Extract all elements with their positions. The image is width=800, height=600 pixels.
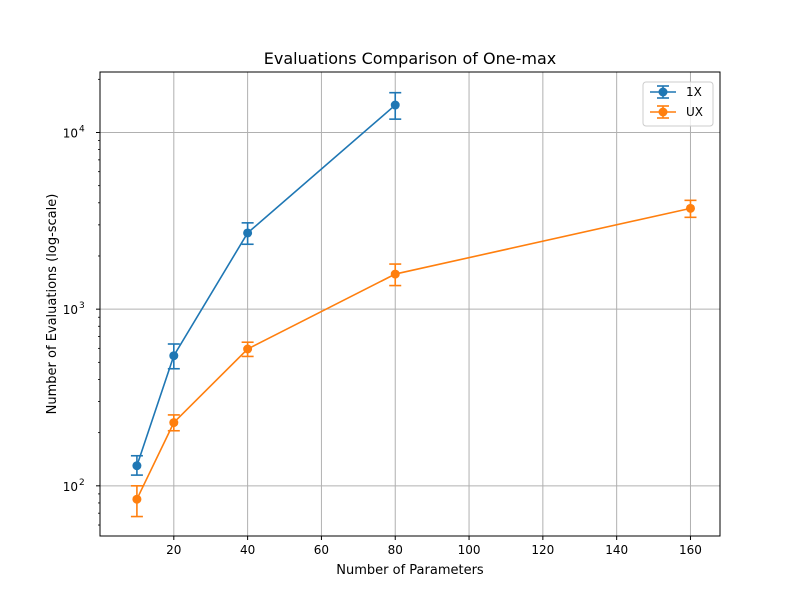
- y-tick-label-exponent: 2: [79, 478, 85, 488]
- x-tick-label: 100: [458, 543, 481, 557]
- legend-entry: UX: [650, 105, 703, 119]
- legend-label: 1X: [686, 85, 702, 99]
- series-layer: [130, 91, 697, 518]
- legend-marker: [658, 87, 668, 97]
- legend-marker: [658, 107, 668, 117]
- chart-title: Evaluations Comparison of One-max: [264, 49, 556, 68]
- x-tick-label: 40: [240, 543, 255, 557]
- series-line: [136, 104, 396, 466]
- y-tick-label-base: 10: [63, 480, 78, 494]
- data-point: [169, 418, 179, 428]
- y-tick-label: 10: [63, 480, 78, 494]
- data-point: [169, 351, 179, 361]
- series-UX: [130, 199, 697, 518]
- plot-frame: [99, 71, 721, 537]
- data-point: [390, 100, 400, 110]
- y-tick-label: 10: [63, 126, 78, 140]
- data-point: [132, 461, 142, 471]
- legend-label: UX: [686, 105, 703, 119]
- x-axis-label: Number of Parameters: [336, 563, 484, 578]
- y-tick-label-exponent: 3: [79, 301, 85, 311]
- legend-entry: 1X: [650, 85, 702, 99]
- data-point: [243, 228, 253, 238]
- data-point: [390, 269, 400, 279]
- legend: 1X UX: [642, 81, 714, 127]
- data-point: [685, 203, 695, 213]
- legend-box: [642, 81, 714, 127]
- x-tick-label: 160: [679, 543, 702, 557]
- y-tick-label-base: 10: [63, 303, 78, 317]
- x-tick-label: 80: [388, 543, 403, 557]
- x-tick-label: 20: [166, 543, 181, 557]
- data-point: [243, 344, 253, 354]
- x-tick-label: 60: [314, 543, 329, 557]
- y-tick-label-base: 10: [63, 126, 78, 140]
- data-point: [132, 494, 142, 504]
- grid: [100, 72, 720, 536]
- y-tick-label-exponent: 4: [79, 124, 85, 134]
- x-tick-label: 120: [531, 543, 554, 557]
- y-axis-label: Number of Evaluations (log-scale): [45, 194, 60, 415]
- x-tick-label: 140: [605, 543, 628, 557]
- series-1X: [130, 91, 402, 476]
- y-tick-label: 10: [63, 303, 78, 317]
